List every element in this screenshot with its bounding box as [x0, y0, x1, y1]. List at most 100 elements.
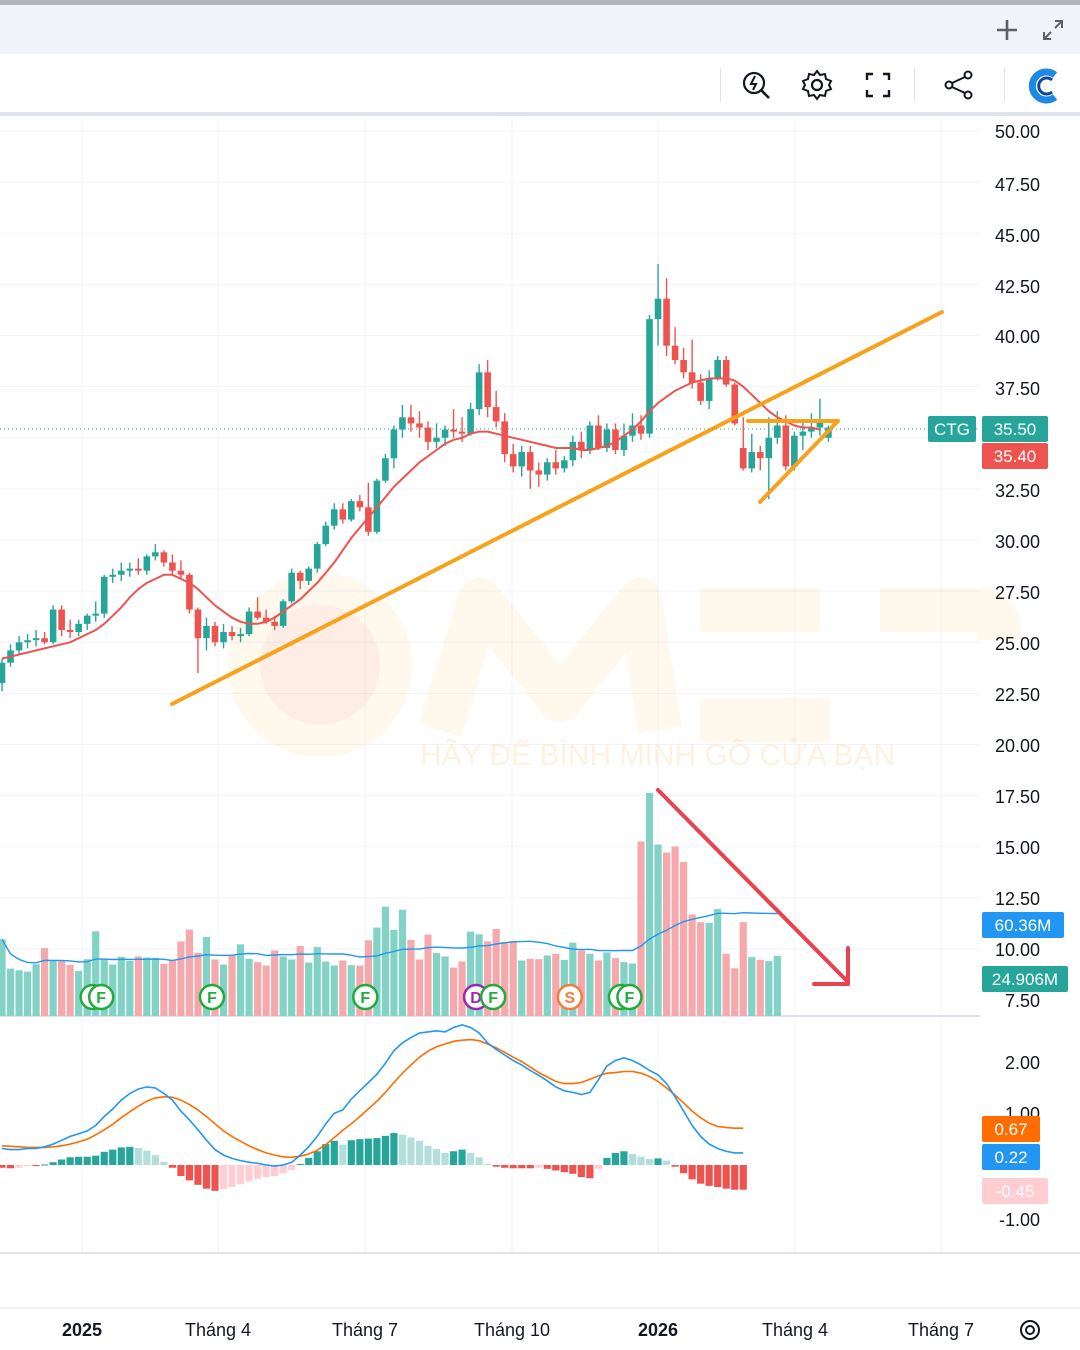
share-icon[interactable]	[939, 66, 979, 104]
volume-last-badge: 24.906M	[982, 966, 1068, 992]
candle-body	[211, 625, 219, 643]
macd-histogram-bar	[364, 1138, 372, 1165]
macd-histogram-bar	[398, 1134, 407, 1165]
macd-histogram-bar	[219, 1165, 228, 1190]
volume-bar	[535, 959, 543, 1016]
candle-body	[305, 568, 313, 581]
last-price-badge: 35.50	[982, 416, 1048, 442]
volume-bar	[339, 960, 347, 1016]
fullscreen-icon[interactable]	[858, 66, 898, 104]
macd-histogram-bar	[168, 1165, 176, 1168]
candle-body	[279, 601, 287, 626]
candle-body	[722, 360, 730, 385]
candle	[492, 390, 500, 428]
candle-body	[365, 507, 372, 532]
time-axis-label: Tháng 10	[474, 1320, 550, 1340]
candle-body	[774, 425, 781, 438]
event-markers[interactable]: FFFFDFSFF	[79, 983, 643, 1011]
volume-bar	[228, 955, 236, 1016]
event-marker-f[interactable]: F	[352, 983, 379, 1011]
gear-icon[interactable]	[797, 66, 837, 104]
macd-line-badge: 0.22	[982, 1144, 1040, 1170]
event-marker-f[interactable]: F	[616, 983, 643, 1011]
volume-bar	[305, 962, 313, 1016]
event-marker-label: F	[360, 990, 370, 1007]
settings-icon[interactable]	[1020, 1320, 1040, 1340]
macd-histogram-bar	[424, 1145, 432, 1165]
candle	[782, 415, 790, 471]
macd-histogram-bar	[552, 1165, 560, 1171]
volume-bars	[0, 793, 781, 1016]
macd-histogram-bar	[356, 1139, 364, 1165]
macd-histogram-bar	[688, 1165, 696, 1180]
plus-icon[interactable]	[990, 13, 1024, 47]
volume-bar	[6, 968, 15, 1016]
volume-bar	[185, 929, 194, 1016]
macd-histogram-bar	[177, 1165, 185, 1176]
macd-histogram-bar	[211, 1165, 219, 1191]
macd-histogram-bar	[654, 1158, 662, 1165]
stock-chart[interactable]: HÃY ĐỂ BÌNH MINH GÕ CỬA BẠN FFFFDFSFF 50…	[0, 116, 1080, 1350]
volume-bar	[739, 922, 747, 1016]
candle-body	[509, 454, 517, 467]
event-marker-label: F	[625, 990, 635, 1007]
macd-histogram-bar	[322, 1144, 330, 1165]
volume-bar	[697, 922, 705, 1016]
volume-bar	[432, 953, 441, 1016]
candle	[816, 398, 824, 436]
candle	[169, 554, 176, 575]
volume-bar	[347, 965, 355, 1016]
candle-body	[58, 609, 65, 630]
candle-body	[671, 345, 679, 361]
candle	[424, 421, 432, 451]
candle-body	[654, 298, 662, 320]
macd-histogram-bar	[501, 1165, 509, 1168]
candle-body	[220, 632, 227, 643]
event-marker-circle	[556, 983, 584, 1011]
time-axis-label: 2026	[638, 1320, 678, 1340]
volume-bar	[330, 965, 338, 1016]
macd-histogram-bar	[543, 1165, 551, 1169]
volume-bar	[109, 964, 117, 1016]
volume-bar	[262, 965, 270, 1016]
macd-histogram-bar	[83, 1156, 91, 1165]
candle-body	[501, 421, 508, 455]
price-axis-label: 15.00	[995, 838, 1040, 858]
macd-line-badge-bg	[982, 1144, 1040, 1170]
symbol-badge-text: CTG	[934, 420, 970, 439]
candle	[100, 574, 108, 618]
candle-body	[109, 574, 117, 577]
volume-bar	[492, 928, 500, 1016]
candle-body	[765, 437, 773, 459]
candle	[518, 445, 526, 477]
macd-histogram-bar	[432, 1149, 441, 1165]
event-marker-f[interactable]: F	[198, 983, 226, 1011]
event-marker-f[interactable]: F	[87, 983, 115, 1011]
candle	[569, 435, 577, 467]
macd-histogram-bar	[228, 1165, 236, 1187]
candle	[475, 364, 483, 416]
candle-body	[450, 429, 457, 432]
macd-histogram-bar	[151, 1155, 159, 1165]
logo-icon[interactable]	[1022, 64, 1068, 108]
trend-drawings[interactable]	[170, 310, 944, 986]
macd-histogram-bar	[41, 1164, 49, 1166]
expand-arrows-icon[interactable]	[1036, 13, 1070, 47]
candle	[739, 417, 747, 471]
candle-body	[356, 501, 364, 508]
volume-bar	[23, 971, 32, 1016]
time-axis-label: Tháng 4	[185, 1320, 251, 1340]
event-marker-f[interactable]: F	[479, 983, 507, 1011]
candle-body	[313, 544, 321, 569]
event-marker-label: S	[564, 990, 575, 1007]
volume-bar	[424, 934, 432, 1016]
macd-histogram-bar	[66, 1157, 74, 1165]
candle	[356, 495, 364, 512]
macd-histogram-bar	[313, 1151, 321, 1165]
volume-bar	[75, 970, 83, 1016]
candle	[714, 355, 721, 381]
event-marker-s[interactable]: S	[556, 983, 584, 1011]
quick-search-icon[interactable]	[737, 66, 777, 104]
volume-bar	[390, 929, 398, 1016]
price-axis-label: 32.50	[995, 481, 1040, 501]
